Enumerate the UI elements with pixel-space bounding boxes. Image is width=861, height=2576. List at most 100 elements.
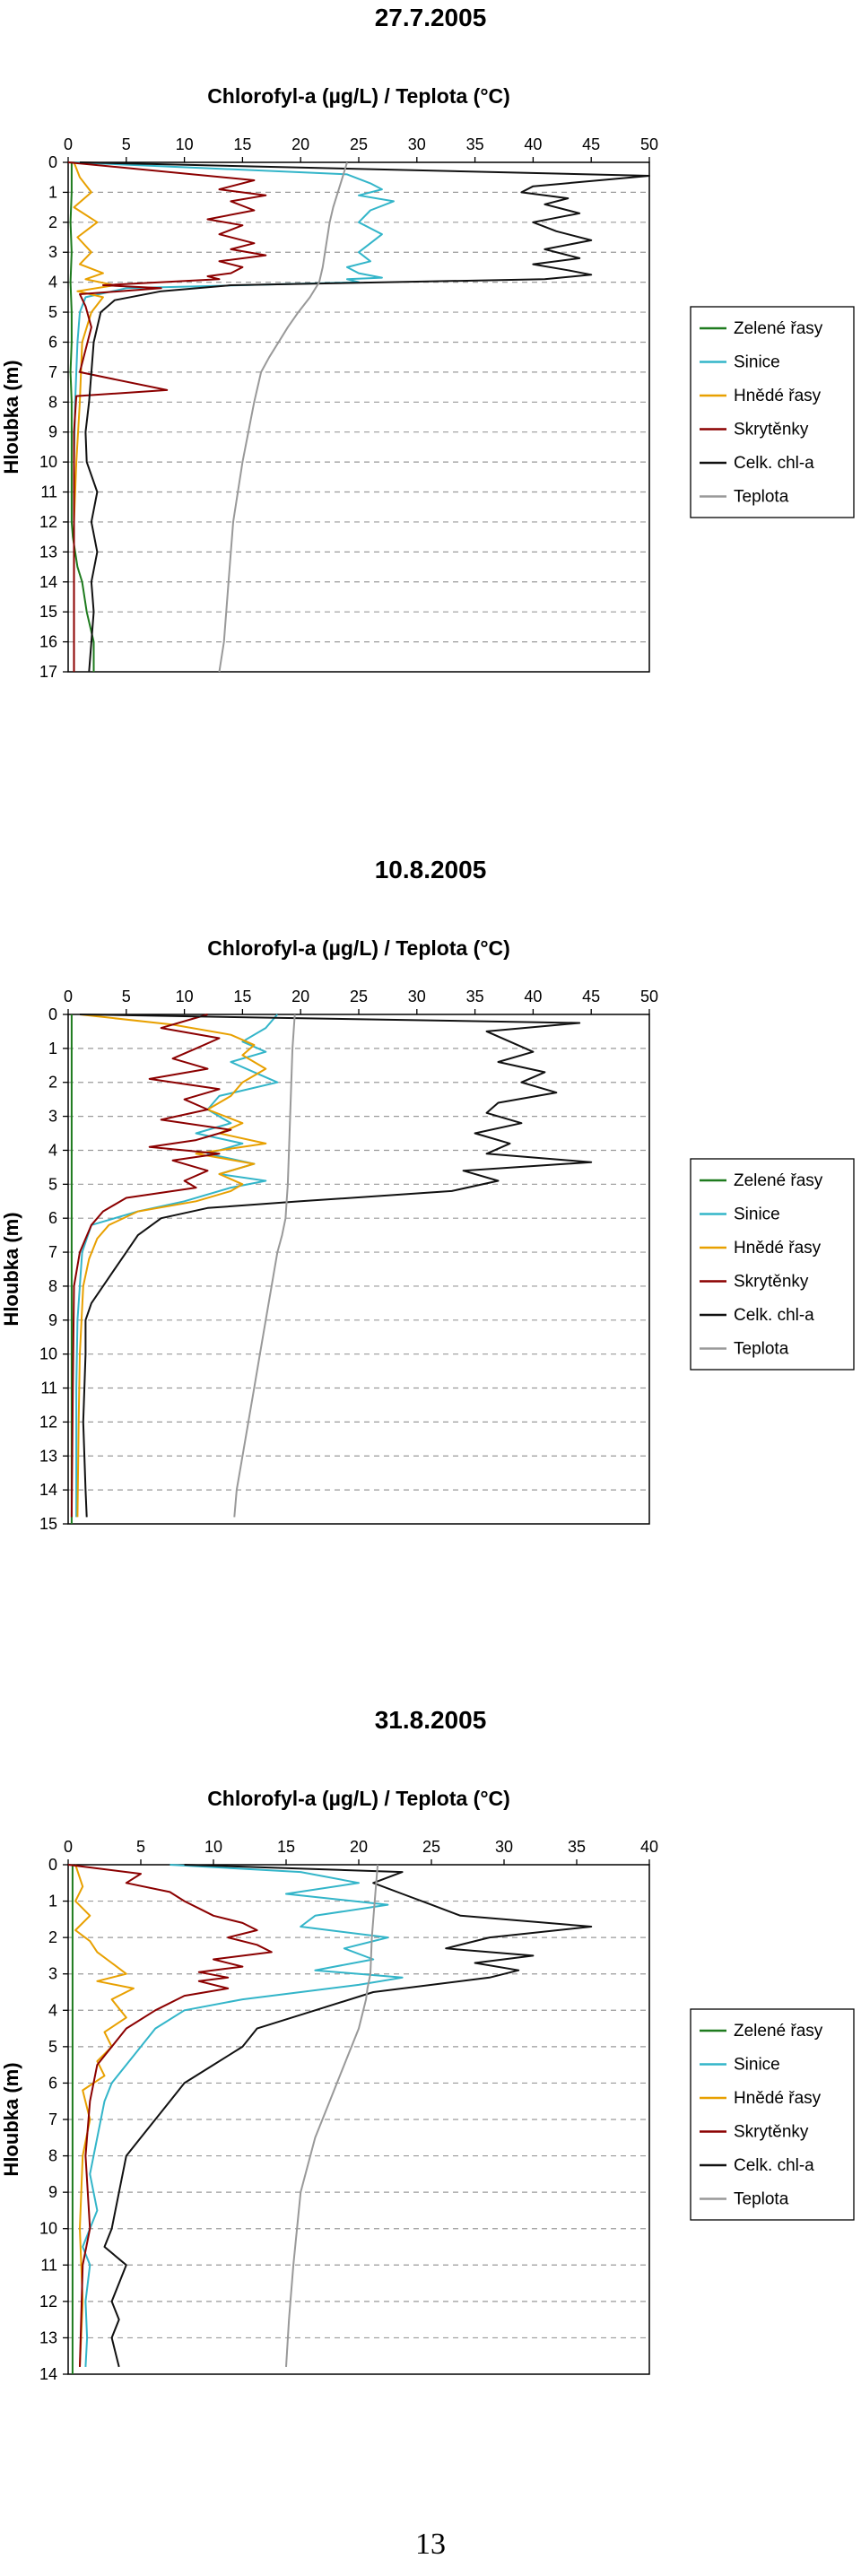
y-tick-label: 10 [39, 2220, 57, 2238]
chart-svg: Chlorofyl-a (µg/L) / Teplota (°C) Hloubka… [0, 936, 855, 1533]
legend-label: Celk. chl-a [734, 1306, 814, 1325]
series-line [82, 1864, 404, 2367]
legend-label: Sinice [734, 353, 780, 372]
y-tick-label: 11 [40, 2256, 57, 2274]
page-number: 13 [415, 2528, 446, 2561]
y-tick-label: 0 [48, 1005, 57, 1023]
chart-block-3: 31.8.2005 Chlorofyl-a (µg/L) / Teplota (… [0, 1702, 861, 2420]
legend-box [690, 306, 855, 518]
series-line [70, 1014, 232, 1518]
x-tick-label: 50 [640, 135, 658, 153]
y-tick-label: 2 [48, 1074, 57, 1092]
plot-area [67, 1014, 650, 1525]
y-tick-label: 12 [39, 1413, 57, 1431]
chart-block-2: 10.8.2005 Chlorofyl-a (µg/L) / Teplota (… [0, 852, 861, 1570]
legend-label: Zelené řasy [734, 2022, 823, 2041]
y-tick-label: 8 [48, 393, 57, 411]
y-tick-label: 11 [40, 1379, 57, 1397]
chart-title: 10.8.2005 [374, 856, 487, 883]
y-tick-label: 5 [48, 303, 57, 321]
legend-box [690, 2008, 855, 2221]
x-tick-label: 0 [64, 1838, 73, 1856]
y-tick-label: 6 [48, 2074, 57, 2092]
x-tick-label: 45 [582, 988, 600, 1005]
x-tick-label: 15 [233, 135, 251, 153]
x-tick-label: 10 [176, 988, 194, 1005]
y-tick-label: 5 [48, 2038, 57, 2056]
y-tick-label: 9 [48, 1311, 57, 1329]
x-tick-label: 30 [408, 988, 426, 1005]
chart-svg: Chlorofyl-a (µg/L) / Teplota (°C) Hloubka… [0, 1787, 855, 2383]
legend-label: Zelené řasy [734, 319, 823, 338]
x-tick-label: 15 [277, 1838, 295, 1856]
y-tick-label: 0 [48, 1856, 57, 1874]
y-tick-label: 7 [48, 1243, 57, 1261]
y-tick-label: 14 [39, 573, 57, 591]
y-tick-label: 8 [48, 1277, 57, 1295]
y-tick-label: 1 [48, 1893, 57, 1910]
legend-label: Sinice [734, 2056, 780, 2075]
x-tick-label: 35 [466, 988, 484, 1005]
y-tick-label: 11 [40, 483, 57, 501]
legend-label: Hnědé řasy [734, 2089, 822, 2108]
y-tick-label: 2 [48, 213, 57, 231]
y-tick-label: 17 [39, 663, 57, 681]
y-tick-label: 15 [39, 603, 57, 621]
y-tick-label: 9 [48, 423, 57, 441]
x-tick-label: 5 [122, 135, 131, 153]
chart-title: 27.7.2005 [374, 4, 487, 31]
y-tick-label: 4 [48, 2001, 57, 2019]
x-tick-label: 25 [422, 1838, 440, 1856]
x-axis-label: Chlorofyl-a (µg/L) / Teplota (°C) [207, 84, 510, 108]
y-tick-label: 12 [39, 513, 57, 531]
y-tick-label: 9 [48, 2183, 57, 2201]
x-tick-label: 20 [291, 988, 309, 1005]
plot-area [67, 161, 650, 673]
x-tick-label: 35 [568, 1838, 586, 1856]
x-tick-label: 45 [582, 135, 600, 153]
x-tick-label: 10 [176, 135, 194, 153]
y-tick-label: 3 [48, 1108, 57, 1126]
legend-label: Zelené řasy [734, 1171, 823, 1190]
legend-label: Skrytěnky [734, 1273, 809, 1292]
x-axis-label: Chlorofyl-a (µg/L) / Teplota (°C) [207, 936, 510, 960]
series-line [67, 1864, 273, 2367]
x-tick-label: 10 [204, 1838, 222, 1856]
x-axis-label: Chlorofyl-a (µg/L) / Teplota (°C) [207, 1787, 510, 1810]
y-tick-label: 12 [39, 2293, 57, 2311]
y-tick-label: 7 [48, 2110, 57, 2128]
y-tick-label: 15 [39, 1515, 57, 1533]
y-tick-label: 2 [48, 1928, 57, 1946]
chart-svg: Chlorofyl-a (µg/L) / Teplota (°C) Hloubka… [0, 84, 855, 681]
y-tick-label: 4 [48, 1141, 57, 1159]
series-line [218, 161, 348, 673]
y-tick-label: 14 [39, 2365, 57, 2383]
y-tick-label: 3 [48, 243, 57, 261]
y-axis-label: Hloubka (m) [0, 360, 22, 474]
x-tick-label: 20 [350, 1838, 368, 1856]
x-tick-label: 5 [122, 988, 131, 1005]
y-tick-label: 8 [48, 2147, 57, 2165]
y-tick-label: 10 [39, 1345, 57, 1363]
y-tick-label: 6 [48, 333, 57, 351]
y-tick-label: 16 [39, 633, 57, 651]
x-tick-label: 50 [640, 988, 658, 1005]
legend-label: Teplota [734, 1340, 789, 1359]
x-tick-label: 0 [64, 135, 73, 153]
x-tick-label: 40 [524, 988, 542, 1005]
y-tick-label: 6 [48, 1209, 57, 1227]
legend-label: Celk. chl-a [734, 454, 814, 473]
chart-title: 31.8.2005 [374, 1706, 487, 1734]
series-line [76, 1014, 267, 1518]
chart-block-1: 27.7.2005 Chlorofyl-a (µg/L) / Teplota (… [0, 0, 861, 718]
y-tick-label: 14 [39, 1481, 57, 1499]
y-tick-label: 7 [48, 363, 57, 381]
x-tick-label: 20 [291, 135, 309, 153]
series-line [79, 161, 650, 673]
legend-label: Sinice [734, 1205, 780, 1224]
series-line [67, 161, 267, 672]
series-line [73, 161, 395, 672]
series-line [74, 1864, 135, 2367]
series-line [285, 1864, 379, 2367]
legend-label: Celk. chl-a [734, 2156, 814, 2175]
